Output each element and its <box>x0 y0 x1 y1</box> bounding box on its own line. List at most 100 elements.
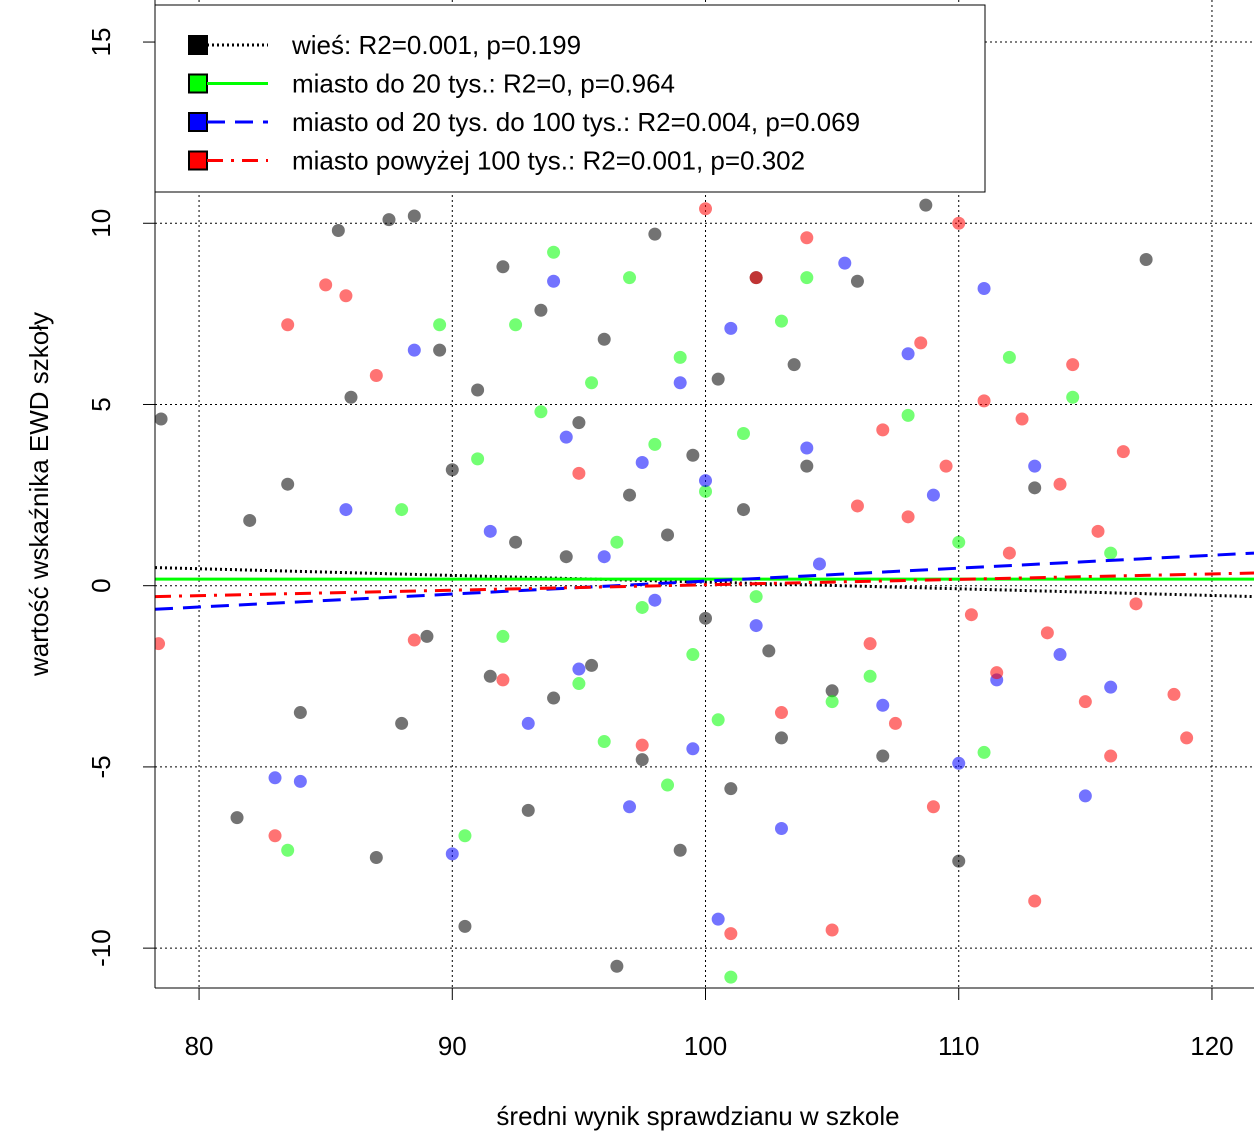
legend-label: wieś: R2=0.001, p=0.199 <box>291 30 581 60</box>
point <box>939 459 953 473</box>
point <box>559 430 573 444</box>
point <box>281 318 295 332</box>
point <box>1015 412 1029 426</box>
point <box>1028 459 1042 473</box>
point <box>281 477 295 491</box>
point <box>863 637 877 651</box>
point <box>559 550 573 564</box>
point <box>230 811 244 825</box>
point <box>369 851 383 865</box>
point <box>496 673 510 687</box>
point <box>407 209 421 223</box>
point <box>850 274 864 288</box>
point <box>838 256 852 270</box>
point <box>1053 648 1067 662</box>
point <box>1167 687 1181 701</box>
point <box>623 488 637 502</box>
point <box>433 343 447 357</box>
point <box>699 611 713 625</box>
point <box>597 550 611 564</box>
point <box>800 231 814 245</box>
point <box>471 383 485 397</box>
point <box>243 513 257 527</box>
point <box>825 684 839 698</box>
point <box>547 691 561 705</box>
legend-label: miasto powyżej 100 tys.: R2=0.001, p=0.3… <box>292 146 805 176</box>
point <box>509 318 523 332</box>
point <box>585 658 599 672</box>
point <box>509 535 523 549</box>
point <box>407 633 421 647</box>
point <box>445 847 459 861</box>
legend-label: miasto od 20 tys. do 100 tys.: R2=0.004,… <box>292 107 860 137</box>
point <box>774 822 788 836</box>
point <box>395 503 409 517</box>
point <box>635 600 649 614</box>
point <box>825 923 839 937</box>
point <box>319 278 333 292</box>
point <box>876 749 890 763</box>
point <box>661 778 675 792</box>
point <box>635 455 649 469</box>
point <box>876 423 890 437</box>
legend-swatch <box>188 73 208 94</box>
point <box>395 716 409 730</box>
y-tick-label: 15 <box>86 28 116 57</box>
point <box>1040 626 1054 640</box>
point <box>445 463 459 477</box>
point <box>496 260 510 274</box>
point <box>711 912 725 926</box>
point <box>724 927 738 941</box>
legend-box <box>154 4 986 193</box>
point <box>1028 894 1042 908</box>
point <box>369 368 383 382</box>
point <box>572 416 586 430</box>
point <box>610 959 624 973</box>
legend-swatch <box>188 112 208 132</box>
point <box>1078 695 1092 709</box>
point <box>800 459 814 473</box>
point <box>787 358 801 372</box>
point <box>610 535 624 549</box>
point <box>1180 731 1194 745</box>
point <box>1028 481 1042 495</box>
y-tick-label: 10 <box>86 209 116 238</box>
point <box>1104 680 1118 694</box>
point <box>339 503 353 517</box>
point <box>483 524 497 538</box>
point <box>800 271 814 285</box>
point <box>597 735 611 749</box>
point <box>635 738 649 752</box>
x-tick-label: 110 <box>938 1031 979 1061</box>
point <box>736 503 750 517</box>
point <box>850 499 864 513</box>
point <box>585 376 599 390</box>
point <box>155 637 166 651</box>
point <box>433 318 447 332</box>
point <box>1053 477 1067 491</box>
y-tick-label: 5 <box>86 397 116 411</box>
point <box>952 535 966 549</box>
point <box>673 843 687 857</box>
point <box>952 756 966 770</box>
point <box>382 213 396 227</box>
point <box>711 372 725 386</box>
y-axis-title: wartość wskaźnika EWD szkoły <box>24 312 54 677</box>
point <box>724 782 738 796</box>
point <box>572 466 586 480</box>
point <box>673 376 687 390</box>
point <box>977 394 991 408</box>
point <box>496 629 510 643</box>
point <box>926 800 940 814</box>
point <box>1078 789 1092 803</box>
point <box>901 347 915 361</box>
x-tick-label: 90 <box>438 1031 467 1061</box>
point <box>268 771 282 785</box>
point <box>964 608 978 622</box>
point <box>1116 445 1130 459</box>
point <box>686 448 700 462</box>
point <box>749 619 763 633</box>
point <box>749 271 763 285</box>
point <box>155 412 168 426</box>
